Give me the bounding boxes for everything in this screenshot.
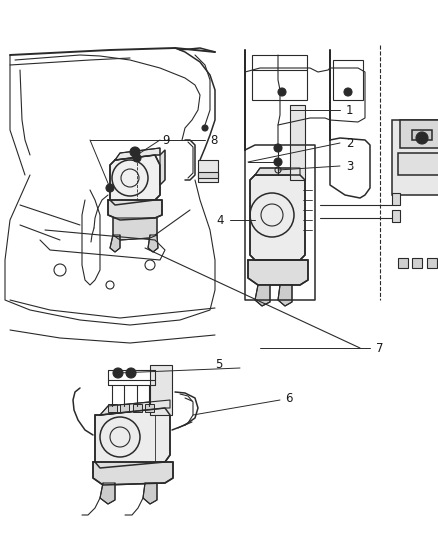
Circle shape xyxy=(113,368,123,378)
Text: 1: 1 xyxy=(345,103,353,117)
Bar xyxy=(198,172,218,178)
Text: 7: 7 xyxy=(375,342,383,354)
Polygon shape xyxy=(93,462,173,485)
Circle shape xyxy=(126,368,136,378)
Bar xyxy=(411,130,431,140)
Polygon shape xyxy=(113,218,157,240)
Circle shape xyxy=(106,184,114,192)
Polygon shape xyxy=(143,483,157,504)
Text: 8: 8 xyxy=(209,133,217,147)
Circle shape xyxy=(273,144,281,152)
Circle shape xyxy=(108,186,112,190)
Circle shape xyxy=(133,154,141,162)
Bar xyxy=(133,404,141,412)
Bar xyxy=(198,160,218,182)
Circle shape xyxy=(130,147,140,157)
Text: 6: 6 xyxy=(284,392,292,405)
Bar xyxy=(290,105,304,180)
Bar xyxy=(150,365,172,415)
Polygon shape xyxy=(277,285,291,306)
Circle shape xyxy=(415,132,427,144)
Text: 5: 5 xyxy=(215,359,223,372)
Bar xyxy=(411,258,421,268)
Bar xyxy=(397,153,438,175)
Circle shape xyxy=(343,88,351,96)
Circle shape xyxy=(201,125,208,131)
Polygon shape xyxy=(115,148,159,160)
Bar xyxy=(251,55,306,100)
Bar xyxy=(399,120,438,148)
Text: 3: 3 xyxy=(345,159,353,173)
Bar xyxy=(397,258,407,268)
Text: 9: 9 xyxy=(162,133,170,147)
Polygon shape xyxy=(148,235,158,252)
Bar xyxy=(391,193,399,205)
Bar xyxy=(391,210,399,222)
Bar xyxy=(391,120,438,195)
Bar xyxy=(108,404,117,412)
Polygon shape xyxy=(110,155,159,205)
Text: 4: 4 xyxy=(216,214,223,227)
Text: 2: 2 xyxy=(345,136,353,149)
Bar xyxy=(332,60,362,100)
Polygon shape xyxy=(100,483,115,504)
Circle shape xyxy=(277,88,285,96)
Polygon shape xyxy=(159,150,165,185)
Polygon shape xyxy=(254,285,269,306)
Circle shape xyxy=(273,158,281,166)
Polygon shape xyxy=(100,400,170,415)
Polygon shape xyxy=(247,260,307,285)
Circle shape xyxy=(132,149,138,155)
Polygon shape xyxy=(110,235,120,252)
Polygon shape xyxy=(108,200,162,220)
Polygon shape xyxy=(95,408,170,468)
Bar xyxy=(426,258,436,268)
Bar xyxy=(120,404,129,412)
Polygon shape xyxy=(249,175,304,260)
Polygon shape xyxy=(254,168,299,175)
Bar xyxy=(145,404,154,412)
